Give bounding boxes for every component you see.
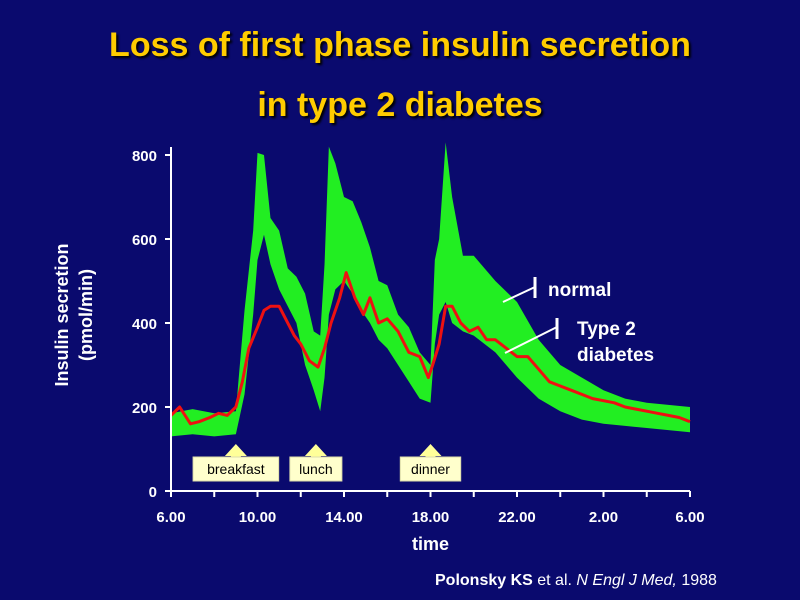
type2-diabetes-line bbox=[169, 271, 691, 426]
meal-label-dinner: dinner bbox=[411, 461, 450, 477]
slide-title-line1: Loss of first phase insulin secretion bbox=[109, 26, 691, 64]
meal-label-box bbox=[289, 456, 343, 482]
citation-year: 1988 bbox=[676, 572, 717, 589]
y-tick-label: 800 bbox=[132, 148, 157, 165]
x-tick-label: 18.00 bbox=[412, 509, 450, 526]
y-tick-label: 600 bbox=[132, 232, 157, 249]
y-tick-label: 200 bbox=[132, 400, 157, 417]
citation: Polonsky KS et al. N Engl J Med, 1988 bbox=[435, 572, 717, 590]
slide-title-line2: in type 2 diabetes bbox=[257, 86, 543, 124]
citation-journal: N Engl J Med, bbox=[576, 572, 677, 589]
legend-normal-label: normal bbox=[548, 280, 611, 301]
legend-type2-label-line1: Type 2 bbox=[577, 319, 636, 340]
x-tick-label: 6.00 bbox=[156, 509, 185, 526]
meal-arrow-icon bbox=[224, 444, 247, 458]
y-axis-title-group: Insulin secretion (pmol/min) bbox=[52, 243, 96, 386]
meal-label-box bbox=[399, 456, 462, 482]
x-tick-label: 6.00 bbox=[675, 509, 704, 526]
meal-arrow-icon bbox=[419, 444, 442, 458]
meal-label-breakfast: breakfast bbox=[207, 461, 265, 477]
legend-type2-leader bbox=[504, 326, 558, 354]
meal-label-lunch: lunch bbox=[299, 461, 332, 477]
meal-label-box bbox=[192, 456, 280, 482]
x-tick-label: 22.00 bbox=[498, 509, 536, 526]
y-axis-title-units: (pmol/min) bbox=[76, 269, 96, 361]
x-tick-label: 2.00 bbox=[589, 509, 618, 526]
citation-author: Polonsky KS bbox=[435, 572, 533, 589]
x-tick-label: 10.00 bbox=[239, 509, 277, 526]
normal-range-band bbox=[171, 142, 690, 437]
x-tick-label: 14.00 bbox=[325, 509, 363, 526]
y-tick-label: 0 bbox=[149, 484, 157, 501]
x-axis-title: time bbox=[412, 534, 449, 554]
citation-etal: et al. bbox=[532, 572, 577, 589]
meal-arrow-icon bbox=[304, 444, 327, 458]
y-axis-title: Insulin secretion bbox=[52, 243, 72, 386]
legend-type2-label-line2: diabetes bbox=[577, 345, 654, 366]
legend-normal-leader bbox=[502, 286, 536, 303]
y-tick-label: 400 bbox=[132, 316, 157, 333]
